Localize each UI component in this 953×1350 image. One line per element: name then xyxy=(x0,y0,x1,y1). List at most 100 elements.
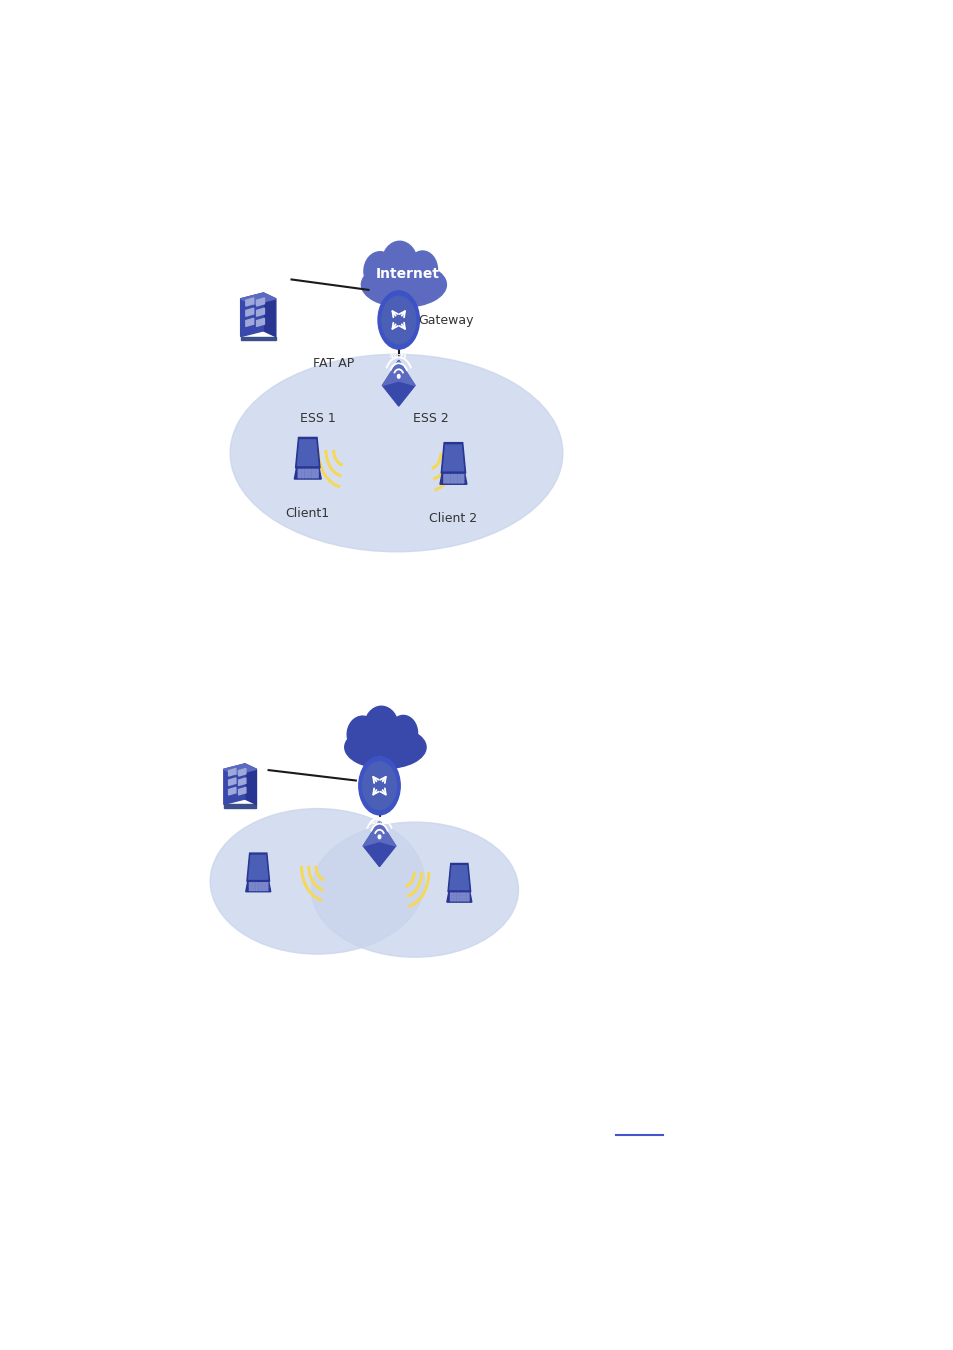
Circle shape xyxy=(381,296,416,344)
Polygon shape xyxy=(224,764,245,805)
Circle shape xyxy=(397,374,399,378)
Polygon shape xyxy=(301,470,304,471)
Text: Enterprise: Enterprise xyxy=(226,757,254,763)
Text: Enterprise: Enterprise xyxy=(244,286,273,292)
Polygon shape xyxy=(224,764,256,775)
Polygon shape xyxy=(457,481,460,483)
Polygon shape xyxy=(460,474,463,477)
Polygon shape xyxy=(256,308,264,316)
Polygon shape xyxy=(253,883,254,884)
Polygon shape xyxy=(305,472,308,475)
Polygon shape xyxy=(294,468,321,479)
Polygon shape xyxy=(439,474,466,485)
Polygon shape xyxy=(262,888,265,891)
Polygon shape xyxy=(456,894,459,895)
Polygon shape xyxy=(308,470,311,471)
Polygon shape xyxy=(308,475,311,478)
Polygon shape xyxy=(262,883,265,884)
Text: ESS 2: ESS 2 xyxy=(413,412,449,425)
Polygon shape xyxy=(450,894,453,895)
Ellipse shape xyxy=(347,716,377,753)
Polygon shape xyxy=(450,865,468,890)
Polygon shape xyxy=(258,888,261,891)
Polygon shape xyxy=(247,853,270,882)
Polygon shape xyxy=(308,472,311,475)
Polygon shape xyxy=(463,896,465,898)
Polygon shape xyxy=(256,319,264,327)
Polygon shape xyxy=(466,894,469,895)
Polygon shape xyxy=(450,481,453,483)
Polygon shape xyxy=(238,787,246,795)
Circle shape xyxy=(362,761,396,810)
Polygon shape xyxy=(456,896,459,898)
Polygon shape xyxy=(256,298,264,306)
Ellipse shape xyxy=(230,354,562,552)
Ellipse shape xyxy=(407,251,437,289)
Polygon shape xyxy=(460,481,463,483)
Circle shape xyxy=(377,836,380,838)
Text: Gateway: Gateway xyxy=(418,313,474,327)
Polygon shape xyxy=(459,899,462,900)
Text: Client 2: Client 2 xyxy=(429,512,477,525)
Polygon shape xyxy=(224,805,256,807)
Polygon shape xyxy=(450,896,453,898)
Polygon shape xyxy=(240,336,275,340)
Polygon shape xyxy=(454,478,456,479)
Ellipse shape xyxy=(344,726,426,768)
Polygon shape xyxy=(238,768,246,776)
Text: Internet: Internet xyxy=(375,267,439,281)
Ellipse shape xyxy=(364,706,398,749)
Polygon shape xyxy=(447,481,450,483)
Polygon shape xyxy=(363,821,395,867)
Polygon shape xyxy=(297,475,300,478)
Polygon shape xyxy=(265,886,268,887)
Polygon shape xyxy=(466,896,469,898)
Polygon shape xyxy=(443,481,446,483)
Polygon shape xyxy=(229,787,235,795)
Polygon shape xyxy=(255,888,258,891)
Polygon shape xyxy=(443,478,446,479)
Polygon shape xyxy=(460,478,463,479)
Polygon shape xyxy=(450,899,453,900)
Polygon shape xyxy=(246,308,253,316)
Polygon shape xyxy=(453,899,456,900)
Polygon shape xyxy=(382,360,415,406)
Ellipse shape xyxy=(210,809,424,954)
Polygon shape xyxy=(255,886,258,887)
Polygon shape xyxy=(450,478,453,479)
Polygon shape xyxy=(447,478,450,479)
Polygon shape xyxy=(456,899,459,900)
Polygon shape xyxy=(312,475,314,478)
Polygon shape xyxy=(315,475,318,478)
Polygon shape xyxy=(301,475,304,478)
Polygon shape xyxy=(297,470,300,471)
Polygon shape xyxy=(450,474,453,477)
Polygon shape xyxy=(315,470,318,471)
Ellipse shape xyxy=(361,262,446,306)
Polygon shape xyxy=(238,778,246,786)
Ellipse shape xyxy=(311,822,518,957)
Polygon shape xyxy=(312,472,314,475)
Polygon shape xyxy=(297,440,317,466)
Polygon shape xyxy=(295,437,319,468)
Polygon shape xyxy=(463,894,465,895)
Polygon shape xyxy=(453,896,456,898)
Polygon shape xyxy=(448,864,470,892)
Polygon shape xyxy=(459,894,462,895)
Polygon shape xyxy=(253,886,254,887)
Ellipse shape xyxy=(389,716,417,751)
Polygon shape xyxy=(453,894,456,895)
Polygon shape xyxy=(249,886,252,887)
Circle shape xyxy=(377,290,419,350)
Polygon shape xyxy=(459,896,462,898)
Ellipse shape xyxy=(363,251,395,290)
Text: Client1: Client1 xyxy=(285,508,330,520)
Polygon shape xyxy=(457,478,460,479)
Polygon shape xyxy=(263,293,275,336)
Text: ROUTER: ROUTER xyxy=(390,354,407,359)
Text: ROUTER: ROUTER xyxy=(371,819,388,825)
Polygon shape xyxy=(249,883,252,884)
Polygon shape xyxy=(382,360,415,386)
Polygon shape xyxy=(258,886,261,887)
Polygon shape xyxy=(240,293,263,336)
